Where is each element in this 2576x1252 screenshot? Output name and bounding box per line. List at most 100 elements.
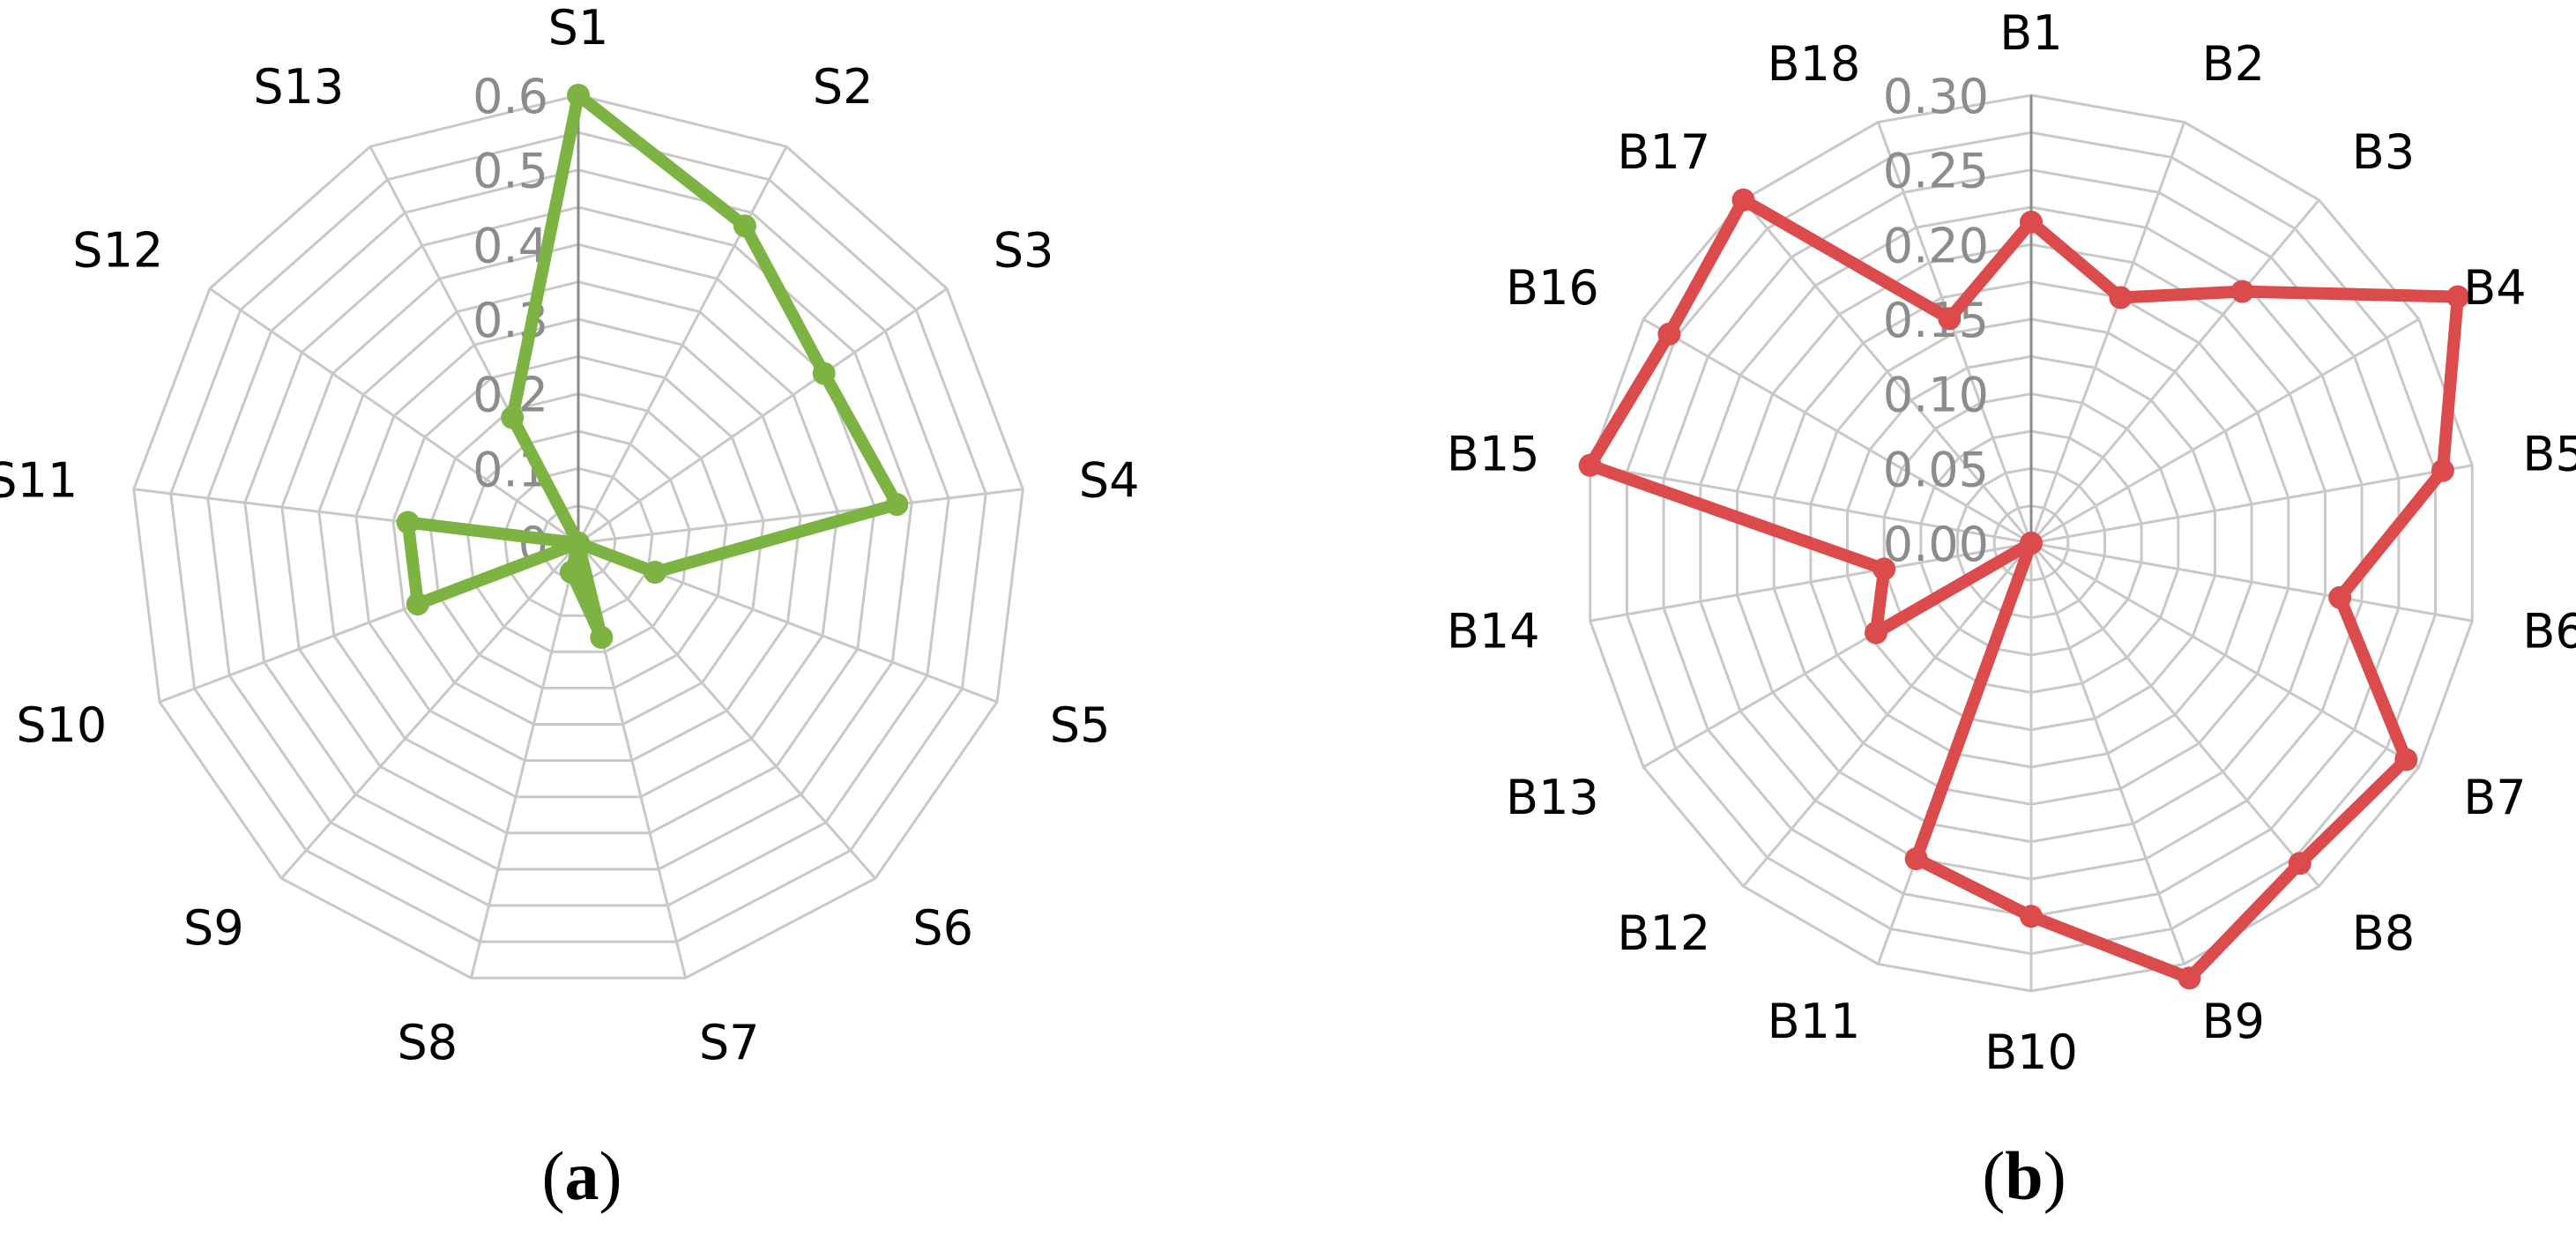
data-point <box>2230 279 2254 303</box>
grid-spoke <box>1590 541 2032 622</box>
category-label: B1 <box>1999 5 2062 61</box>
grid-spoke <box>469 542 580 979</box>
tick-label: 0.15 <box>1883 293 1989 348</box>
grid-spoke <box>1742 542 2033 888</box>
category-label: B3 <box>2352 124 2415 180</box>
tick-label: 0.25 <box>1883 144 1989 199</box>
series-line <box>401 89 904 644</box>
grid-ring <box>503 466 654 617</box>
grid-spoke <box>2030 464 2473 545</box>
grid-spoke <box>577 145 788 544</box>
panel-label-b: (b) <box>1982 1137 2066 1214</box>
category-label: B2 <box>2202 36 2265 92</box>
category-label: B15 <box>1447 427 1540 482</box>
data-point <box>1938 307 1962 331</box>
tick-label: 0.10 <box>1883 368 1989 423</box>
category-label: S13 <box>253 59 344 115</box>
grid-spoke <box>2030 541 2420 769</box>
tick-label: 0.20 <box>1883 218 1989 273</box>
grid-ring <box>354 317 802 763</box>
grid-ring <box>243 205 913 871</box>
category-label: S6 <box>912 900 973 956</box>
tick-label: 0.05 <box>1883 442 1989 497</box>
data-point <box>2178 966 2201 990</box>
category-label: B8 <box>2352 905 2415 961</box>
grid-ring <box>206 168 950 907</box>
data-point <box>2328 585 2352 609</box>
category-label: B7 <box>2463 770 2526 825</box>
data-point <box>1578 453 1602 477</box>
grid-spoke <box>2029 198 2320 544</box>
data-point <box>885 493 909 517</box>
tick-label: 0.6 <box>473 69 548 124</box>
grid-spoke <box>2030 317 2420 545</box>
data-point <box>396 510 420 534</box>
data-point <box>2020 210 2043 234</box>
tick-label: 0.30 <box>1883 69 1989 124</box>
data-point <box>1731 188 1755 212</box>
category-label: S2 <box>813 59 874 115</box>
grid-ring <box>169 130 987 943</box>
data-point <box>2288 852 2312 876</box>
data-point <box>590 625 614 649</box>
grid-ring <box>317 280 839 799</box>
category-label: S3 <box>994 222 1054 278</box>
data-point <box>406 592 429 616</box>
category-label: B4 <box>2463 260 2526 316</box>
grid-spoke <box>2029 542 2320 888</box>
data-point <box>644 561 667 584</box>
category-label: B10 <box>1984 1025 2078 1080</box>
data-point <box>559 560 583 584</box>
category-label: S5 <box>1050 697 1111 753</box>
data-point <box>2109 286 2133 309</box>
category-label: S8 <box>397 1015 458 1070</box>
category-label: S4 <box>1079 453 1140 509</box>
grid-ring <box>132 93 1024 980</box>
radar-chart-a: 00.10.20.30.40.50.6S1S2S3S4S5S6S7S8S9S10… <box>0 0 1139 1070</box>
grid-ring <box>465 429 691 653</box>
category-label: B13 <box>1506 770 1599 825</box>
grid-spoke <box>577 542 877 880</box>
grid-spoke <box>2030 541 2473 622</box>
data-point <box>733 214 756 238</box>
grid-spoke <box>1642 317 2032 545</box>
category-label: S1 <box>548 0 609 56</box>
category-label: B5 <box>2522 427 2576 482</box>
data-point <box>1657 322 1681 346</box>
series-line <box>1583 193 2464 985</box>
category-label: B6 <box>2522 603 2576 659</box>
grid-spoke <box>279 542 580 880</box>
category-label: B16 <box>1506 260 1599 316</box>
panel-label-a: (a) <box>542 1137 622 1214</box>
category-label: B11 <box>1768 994 1861 1049</box>
data-point <box>2446 285 2469 309</box>
grid-spoke <box>1590 464 2032 545</box>
grid-ring <box>391 354 765 726</box>
category-label: S10 <box>16 697 107 753</box>
data-point <box>567 84 590 107</box>
grid-spoke <box>577 287 948 545</box>
grid-ring <box>428 392 728 689</box>
category-label: B9 <box>2202 994 2265 1049</box>
data-point <box>2020 532 2043 555</box>
category-label: S7 <box>699 1015 760 1070</box>
grid-spoke <box>1876 122 2033 544</box>
category-label: B17 <box>1617 124 1710 180</box>
category-label: B12 <box>1617 905 1710 961</box>
category-label: S11 <box>0 453 78 509</box>
tick-label: 0.00 <box>1883 517 1989 572</box>
category-label: B18 <box>1768 36 1861 92</box>
data-point <box>1865 621 1887 645</box>
tick-label: 0.4 <box>473 218 548 273</box>
data-point <box>1904 847 1928 870</box>
data-point <box>567 532 590 555</box>
grid-spoke <box>2029 122 2186 544</box>
grid-spoke <box>577 488 1024 545</box>
category-label: S9 <box>183 900 244 956</box>
data-point <box>2020 905 2043 928</box>
category-label: S12 <box>72 222 163 278</box>
grid-spoke <box>2029 542 2186 965</box>
grid-spoke <box>1742 198 2033 544</box>
